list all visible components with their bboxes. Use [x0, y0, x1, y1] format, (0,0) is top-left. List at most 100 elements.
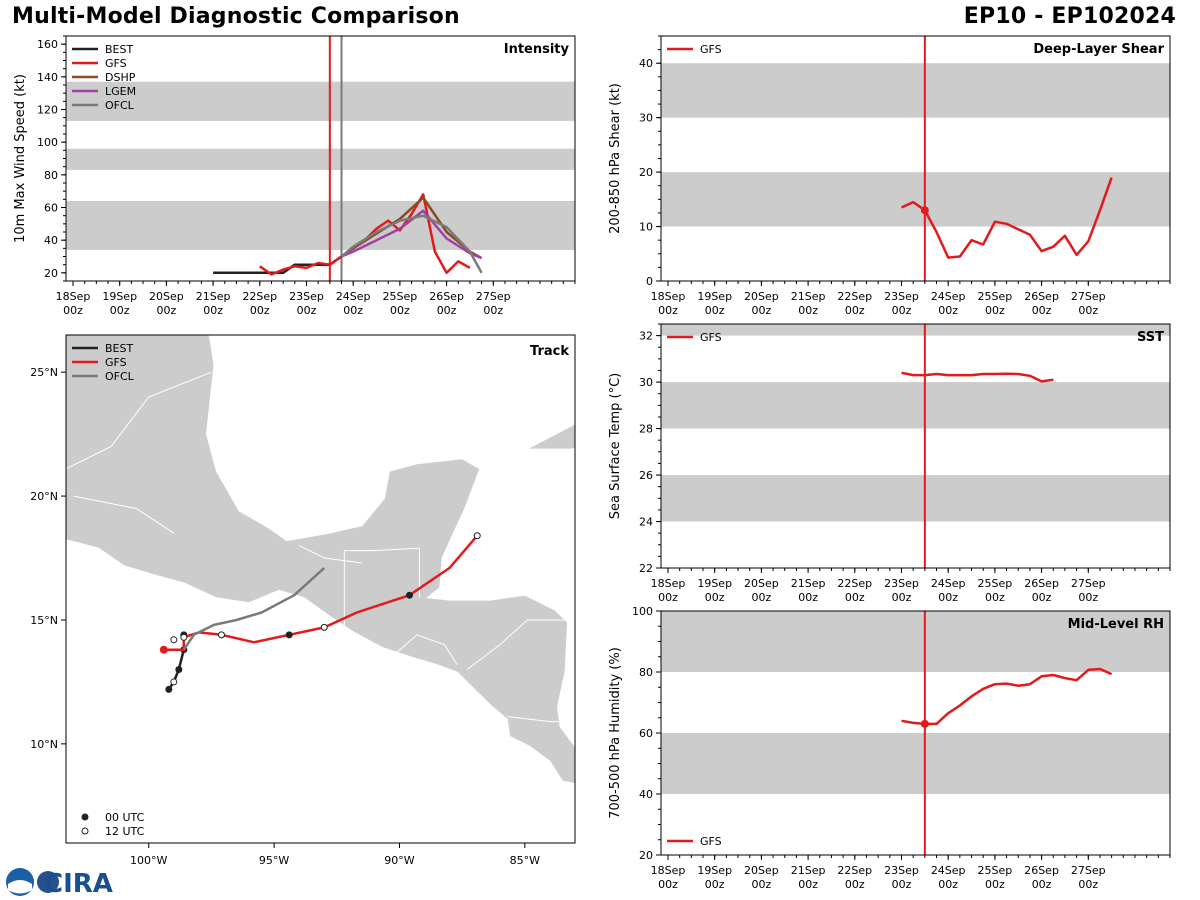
shear-xtick-label-date: 18Sep — [651, 290, 686, 303]
intensity-band-1 — [66, 148, 575, 170]
intensity-ylabel: 10m Max Wind Speed (kt) — [13, 74, 28, 243]
shear-ytick-label: 0 — [646, 275, 653, 288]
rh-xtick-label-date: 24Sep — [931, 864, 966, 877]
rh-band-1 — [661, 611, 1170, 672]
shear-xtick-label-date: 25Sep — [978, 290, 1013, 303]
track-gfs-00utc-point — [406, 591, 414, 599]
track-legend-label-ofcl: OFCL — [105, 370, 135, 383]
sst-series-gfs-line — [901, 371, 1054, 383]
track-border-line-0 — [343, 547, 420, 633]
shear-ytick-label: 10 — [639, 221, 653, 234]
sst-xtick-label-hour: 00z — [845, 591, 865, 604]
globe-icon — [37, 871, 59, 893]
track-border-line-4 — [507, 716, 560, 723]
shear-xtick-label-hour: 00z — [1032, 304, 1052, 317]
rh-ytick-label: 20 — [639, 849, 653, 862]
rh-xtick-label-date: 27Sep — [1071, 864, 1106, 877]
intensity-xtick-label-hour: 00z — [437, 304, 457, 317]
sst-ylabel: Sea Surface Temp (°C) — [608, 373, 623, 520]
intensity-xtick-label-date: 23Sep — [289, 290, 324, 303]
rh-xtick-label-hour: 00z — [938, 878, 958, 891]
intensity-xtick-label-hour: 00z — [110, 304, 130, 317]
intensity-legend-label-lgem: LGEM — [105, 85, 136, 98]
shear-current-point — [920, 206, 929, 215]
shear-band-1 — [661, 63, 1170, 118]
rh-xtick-label-hour: 00z — [1078, 878, 1098, 891]
intensity-ytick-label: 60 — [44, 202, 58, 215]
track-ytick-label: 25°N — [30, 366, 58, 379]
rh-xtick-label-hour: 00z — [845, 878, 865, 891]
track-legend-label-utc-1: 12 UTC — [105, 825, 145, 838]
intensity-ytick-label: 160 — [37, 38, 58, 51]
track-title: Track — [530, 344, 569, 359]
shear-xtick-label-hour: 00z — [798, 304, 818, 317]
sst-xtick-label-hour: 00z — [1032, 591, 1052, 604]
shear-xtick-label-date: 21Sep — [791, 290, 826, 303]
track-map-layer — [66, 335, 575, 784]
track-legend-00utc-marker — [81, 813, 89, 821]
intensity-ytick-label: 40 — [44, 234, 58, 247]
sst-ytick-label: 22 — [639, 562, 653, 575]
track-gfs-12utc-point — [320, 623, 328, 631]
sst-ytick-label: 30 — [639, 376, 653, 389]
rh-band-0 — [661, 733, 1170, 794]
track-xtick-label: 95°W — [259, 854, 289, 867]
track-land-central-america — [66, 335, 575, 784]
track-xtick-label: 100°W — [130, 854, 167, 867]
shear-ytick-label: 30 — [639, 112, 653, 125]
rh-xtick-label-date: 26Sep — [1024, 864, 1059, 877]
track-ytick-label: 10°N — [30, 738, 58, 751]
shear-xtick-label-hour: 00z — [658, 304, 678, 317]
intensity-ytick-label: 80 — [44, 169, 58, 182]
track-border-line-7 — [298, 545, 362, 564]
sst-xtick-label-hour: 00z — [985, 591, 1005, 604]
shear-xtick-label-hour: 00z — [985, 304, 1005, 317]
track-best-12utc-point — [180, 633, 188, 641]
rh-xtick-label-hour: 00z — [752, 878, 772, 891]
intensity-band-0 — [66, 200, 575, 250]
track-best-00utc-point — [175, 666, 183, 674]
sst-ytick-label: 32 — [639, 330, 653, 343]
track-gfs-00utc-point — [285, 631, 293, 639]
intensity-xtick-label-date: 26Sep — [429, 290, 464, 303]
track-best-12utc-point — [170, 678, 178, 686]
rh-ytick-label: 60 — [639, 727, 653, 740]
rh-ytick-label: 80 — [639, 666, 653, 679]
intensity-xtick-label-date: 18Sep — [56, 290, 91, 303]
shear-xtick-label-date: 19Sep — [697, 290, 732, 303]
rh-xtick-label-date: 22Sep — [837, 864, 872, 877]
sst-xtick-label-hour: 00z — [1078, 591, 1098, 604]
shear-xtick-label-date: 26Sep — [1024, 290, 1059, 303]
track-best-12utc-point — [170, 636, 178, 644]
track-border-line-3 — [466, 619, 570, 670]
sst-xtick-label-date: 21Sep — [791, 577, 826, 590]
cira-logo-text: CIRA — [44, 869, 113, 898]
intensity-legend-label-ofcl: OFCL — [105, 99, 135, 112]
track-border-line-6 — [73, 495, 175, 534]
sst-band-0 — [661, 475, 1170, 522]
sst-xtick-label-date: 26Sep — [1024, 577, 1059, 590]
rh-xtick-label-date: 21Sep — [791, 864, 826, 877]
intensity-legend-label-gfs: GFS — [105, 57, 127, 70]
intensity-ytick-label: 100 — [37, 136, 58, 149]
intensity-xtick-label-date: 21Sep — [196, 290, 231, 303]
intensity-xtick-label-date: 24Sep — [336, 290, 371, 303]
intensity-xtick-label-date: 20Sep — [149, 290, 184, 303]
rh-xtick-label-date: 18Sep — [651, 864, 686, 877]
intensity-xtick-label-hour: 00z — [157, 304, 177, 317]
track-border-line-5 — [66, 371, 212, 470]
track-gfs-12utc-point — [473, 532, 481, 540]
track-best-00utc-point — [165, 685, 173, 693]
sst-title: SST — [1137, 330, 1164, 345]
track-border-line-2 — [396, 634, 458, 665]
rh-legend-label-gfs: GFS — [700, 835, 722, 848]
sst-ytick-label: 28 — [639, 423, 653, 436]
storm-id: EP10 - EP102024 — [963, 4, 1176, 29]
intensity-ytick-label: 120 — [37, 104, 58, 117]
intensity-xtick-label-hour: 00z — [390, 304, 410, 317]
sst-band-1 — [661, 382, 1170, 429]
track-xtick-label: 85°W — [510, 854, 540, 867]
sst-xtick-label-hour: 00z — [658, 591, 678, 604]
rh-ytick-label: 40 — [639, 788, 653, 801]
track-legend-12utc-marker — [81, 827, 89, 835]
